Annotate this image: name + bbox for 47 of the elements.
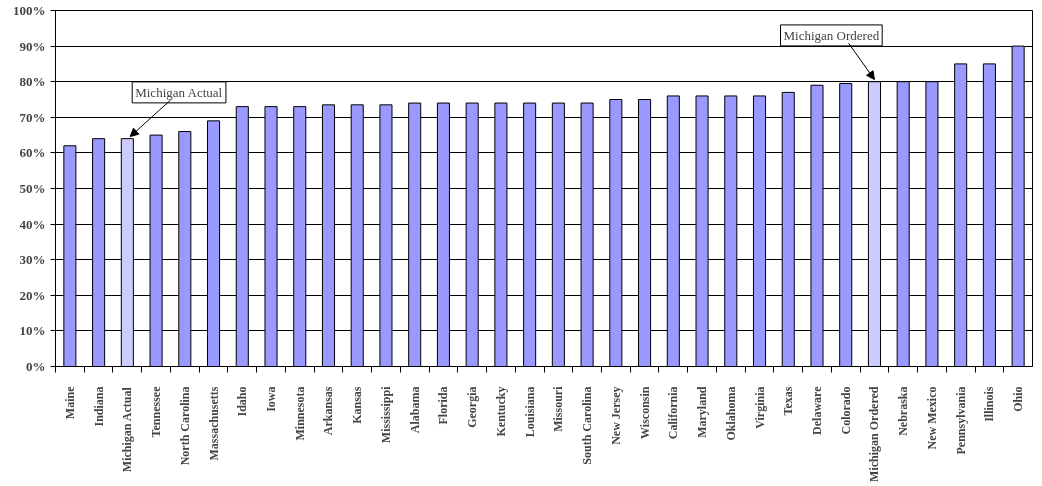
x-tick-label: Texas <box>781 386 796 416</box>
x-tick-label: Pennsylvania <box>953 386 968 455</box>
y-tick-label: 90% <box>19 38 46 54</box>
y-tick-label: 30% <box>19 252 46 268</box>
x-tick-label: Delaware <box>809 385 824 435</box>
y-tick-label: 0% <box>26 359 46 374</box>
x-tick-label: Idaho <box>235 386 250 417</box>
x-tick-label: Missouri <box>551 385 566 432</box>
x-tick-label: Alabama <box>407 386 422 434</box>
x-tick-label: Iowa <box>264 386 279 412</box>
x-tick-label: New Mexico <box>924 386 939 450</box>
y-tick-label: 60% <box>19 145 46 161</box>
annotation: Michigan Actual <box>135 84 223 100</box>
x-tick-label: California <box>666 386 681 440</box>
y-tick-label: 40% <box>19 216 46 232</box>
y-tick-label: 10% <box>19 323 46 339</box>
x-tick-label: Virginia <box>752 386 767 429</box>
x-tick-label: Kentucky <box>493 386 508 437</box>
y-tick-label: 50% <box>19 181 46 196</box>
y-tick-label: 70% <box>19 109 46 125</box>
annotation: Michigan Ordered <box>783 27 880 43</box>
x-tick-label: Indiana <box>91 386 106 427</box>
x-tick-label: Massachusetts <box>206 386 221 461</box>
x-tick-label: Maine <box>62 385 77 420</box>
x-tick-label: Colorado <box>838 386 853 435</box>
x-tick-label: Ohio <box>1011 386 1026 412</box>
x-tick-label: Minnesota <box>292 386 307 441</box>
x-tick-label: Florida <box>436 386 451 425</box>
x-tick-label: Wisconsin <box>637 386 652 439</box>
x-tick-label: Tennessee <box>149 385 164 438</box>
x-tick-label: Mississippi <box>378 385 393 444</box>
x-tick-label: Nebraska <box>896 386 911 436</box>
x-tick-label: North Carolina <box>177 386 192 466</box>
x-tick-label: Georgia <box>465 386 480 428</box>
y-tick-label: 20% <box>19 287 46 303</box>
x-tick-label: Michigan Ordered <box>867 386 882 482</box>
x-tick-label: Kansas <box>350 386 365 424</box>
y-tick-label: 100% <box>13 3 46 18</box>
x-tick-label: Michigan Actual <box>120 386 135 473</box>
x-tick-label: New Jersey <box>608 386 623 445</box>
y-tick-label: 80% <box>19 74 46 90</box>
x-tick-label: Arkansas <box>321 386 336 436</box>
x-tick-label: Oklahoma <box>723 386 738 441</box>
x-tick-label: South Carolina <box>580 386 595 465</box>
x-tick-label: Maryland <box>695 386 710 438</box>
x-tick-label: Louisiana <box>522 386 537 438</box>
x-tick-label: Illinois <box>982 386 997 422</box>
